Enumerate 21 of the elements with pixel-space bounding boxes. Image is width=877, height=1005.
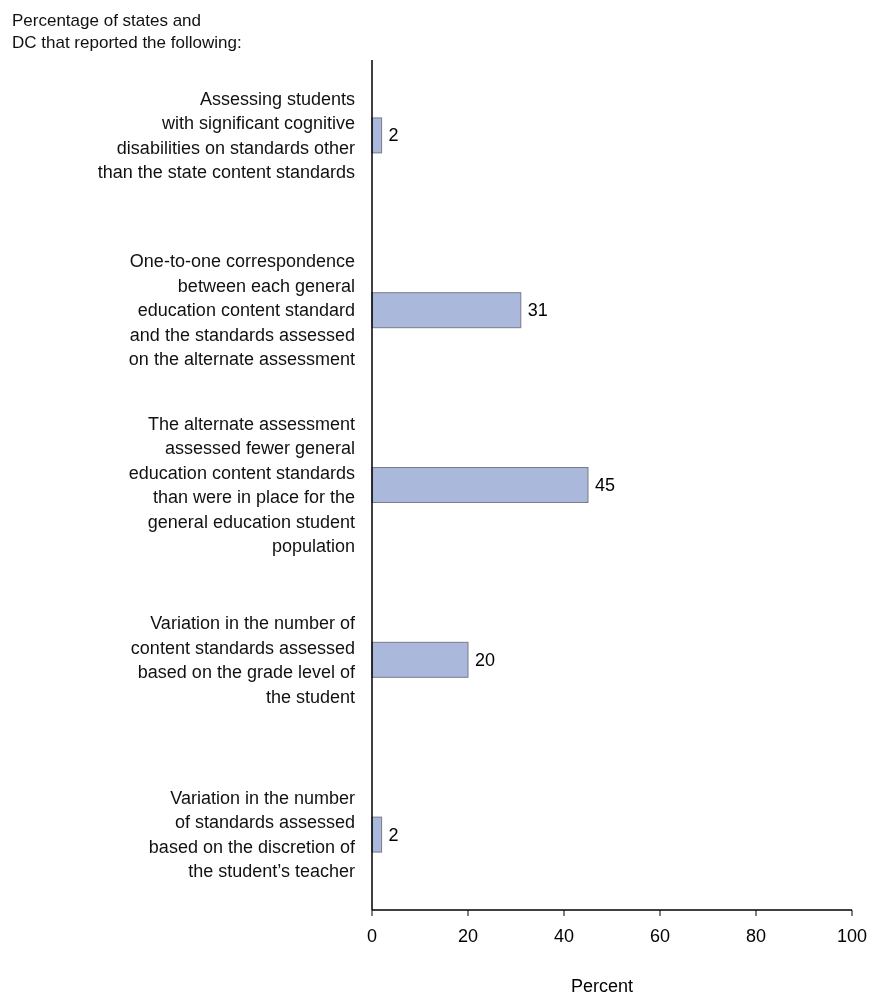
x-tick-label: 60	[649, 926, 671, 946]
x-tick-label: 100	[836, 926, 868, 946]
data-label: 20	[475, 649, 496, 670]
x-tick-label: 80	[745, 926, 767, 946]
data-label: 2	[388, 125, 399, 146]
bar	[371, 292, 522, 329]
text: Percentage of states and DC that reported the following:	[12, 11, 242, 52]
x-tick-label: 0	[366, 926, 378, 946]
data-label: 31	[527, 300, 548, 321]
x-axis-title: Percent	[570, 976, 634, 996]
bar	[371, 641, 469, 678]
data-label: 2	[388, 824, 399, 845]
x-tick-label: 20	[457, 926, 479, 946]
y-tick-label: One-to-one correspondence between each general education content standard and the standards assessed on the alternate assessment	[128, 251, 355, 370]
y-tick-label: Assessing students with significant cognitive disabilities on standards other than the state content standards	[97, 88, 355, 183]
data-label: 45	[595, 475, 616, 495]
y-tick-label: The alternate assessment assessed fewer general education content standards than were in place for the general education student population	[128, 413, 355, 557]
y-tick-label: Variation in the number of content standards assessed based on the grade level of the student	[130, 613, 356, 707]
bar	[371, 467, 589, 503]
y-tick-label: Variation in the number of standards assessed based on the discretion of the student’s teacher	[148, 787, 356, 882]
x-tick-label: 40	[553, 926, 575, 946]
